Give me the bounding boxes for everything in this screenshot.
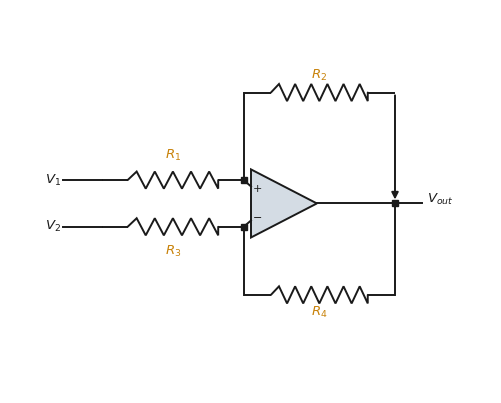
Text: $R_2$: $R_2$ — [311, 68, 327, 83]
Text: $R_3$: $R_3$ — [164, 244, 181, 260]
Polygon shape — [250, 169, 316, 237]
Text: $V_2$: $V_2$ — [45, 219, 61, 234]
Text: $R_1$: $R_1$ — [164, 147, 181, 162]
Text: $R_4$: $R_4$ — [311, 305, 327, 320]
Text: $V_{out}$: $V_{out}$ — [426, 192, 452, 207]
Text: −: − — [252, 213, 262, 223]
Text: $V_1$: $V_1$ — [45, 172, 61, 188]
Text: +: + — [252, 184, 262, 194]
